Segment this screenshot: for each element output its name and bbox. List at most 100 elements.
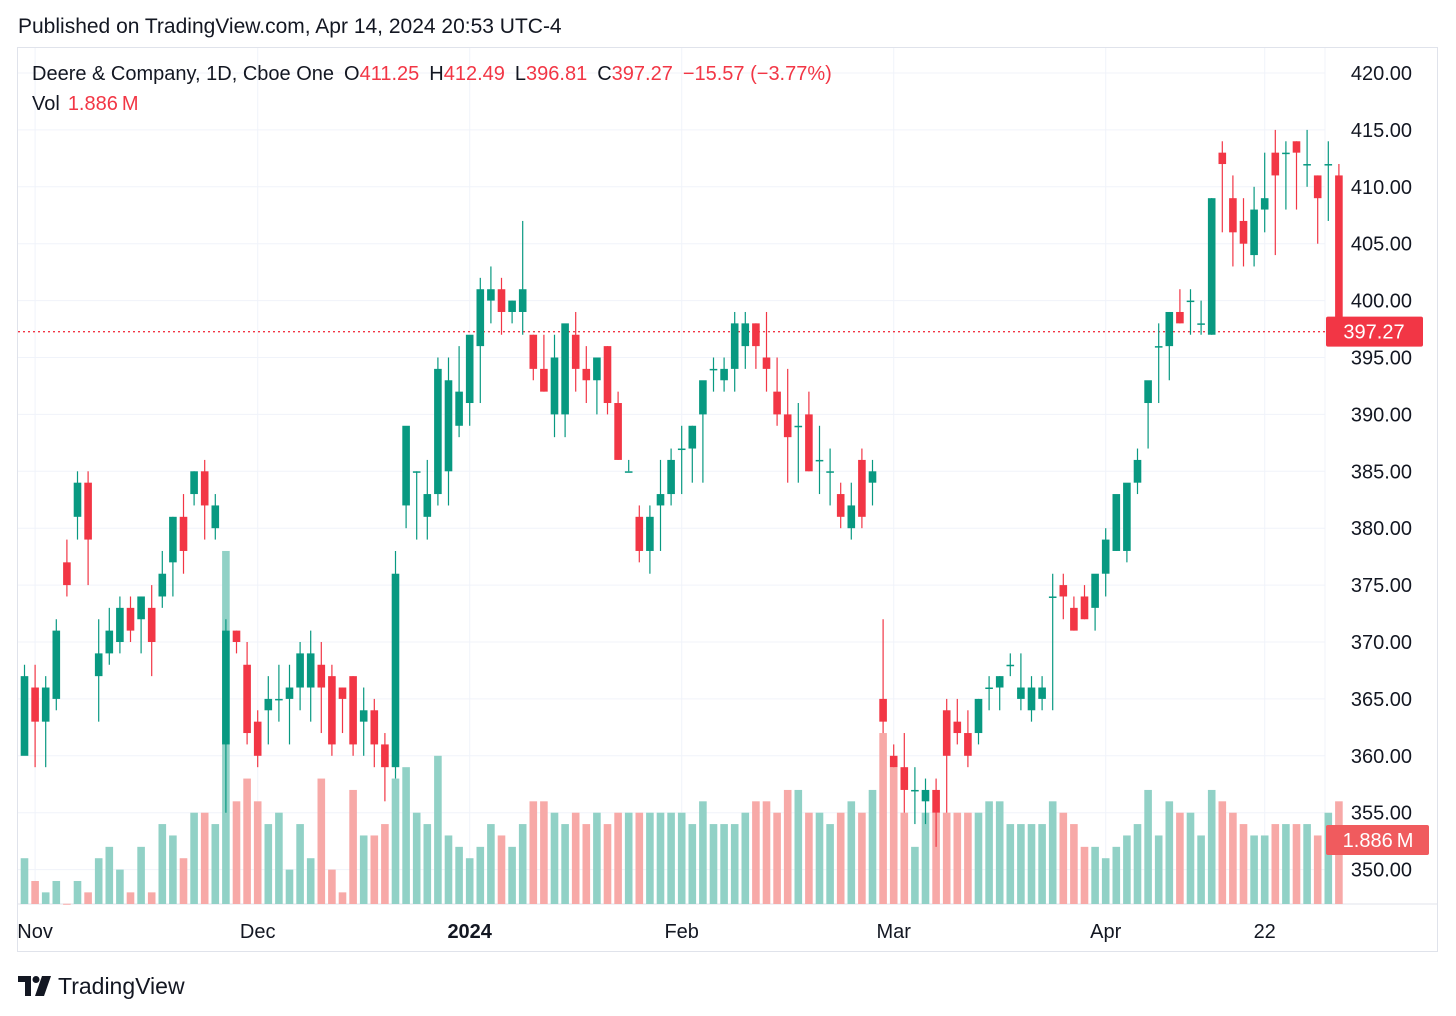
candle-body — [783, 414, 792, 438]
volume-bar — [752, 801, 760, 904]
volume-bar — [953, 812, 962, 904]
candle-body — [465, 334, 474, 404]
volume-bar — [921, 812, 930, 904]
last-price-badge — [1326, 316, 1423, 347]
volume-bar — [614, 812, 622, 904]
y-tick-label: 390.00 — [1351, 404, 1412, 426]
candle-body — [889, 755, 898, 768]
volume-bar — [1313, 835, 1322, 904]
volume-bar — [465, 858, 474, 904]
volume-bar — [1165, 801, 1174, 904]
candle-body — [593, 357, 601, 381]
candle-body — [1239, 220, 1248, 244]
candles — [20, 129, 1343, 847]
volume-bar — [561, 824, 569, 904]
candle-body — [1229, 198, 1237, 233]
volume-bar — [497, 835, 506, 904]
chart-frame[interactable] — [17, 47, 1438, 952]
symbol-title: Deere & Company, 1D, Cboe One — [32, 63, 335, 85]
open-label: O — [344, 63, 360, 85]
candle-body — [741, 323, 750, 347]
volume-bar — [635, 812, 644, 904]
candle-body — [1218, 152, 1227, 165]
volume-bar — [1038, 824, 1046, 904]
candle-body — [1006, 664, 1015, 667]
candle-body — [582, 368, 591, 381]
volume-bar — [1271, 824, 1280, 904]
volume-bar — [455, 846, 463, 904]
candle-body — [1271, 152, 1280, 176]
volume-bar — [995, 801, 1004, 904]
candle-body — [211, 505, 220, 529]
candle-body — [31, 687, 39, 722]
volume-bar — [1218, 801, 1227, 904]
candle-body — [699, 380, 707, 415]
candle-body — [985, 687, 993, 690]
volume-bar — [52, 880, 61, 904]
candle-body — [497, 289, 506, 312]
candle-body — [296, 653, 304, 688]
volume-bar — [529, 801, 538, 904]
candle-body — [995, 676, 1004, 688]
volume-bar — [805, 812, 813, 904]
candle-body — [1070, 607, 1078, 631]
publish-note: Published on TradingView.com, Apr 14, 20… — [18, 15, 562, 38]
candle-body — [232, 630, 241, 642]
candle-body — [561, 323, 569, 415]
volume-bar — [370, 835, 379, 904]
volume-bar — [783, 789, 792, 904]
volume-bar — [73, 880, 82, 904]
volume-bar — [285, 869, 294, 904]
candle-body — [1282, 152, 1290, 155]
candle-body — [264, 698, 273, 711]
volume-bar — [434, 755, 442, 904]
candle-body — [688, 425, 697, 449]
candle-body — [147, 607, 156, 642]
volume-bar — [391, 778, 400, 904]
candle-body — [487, 289, 495, 301]
volume-bar — [338, 892, 347, 904]
volume-bar — [1154, 835, 1163, 904]
candle-body — [624, 471, 633, 473]
last-price-label: 397.27 — [1343, 322, 1404, 344]
candle-body — [805, 414, 813, 472]
volume-bar — [889, 767, 898, 904]
candle-body — [635, 516, 644, 551]
price-axis: 420.00 415.00 410.00 405.00 400.00 395.00 390.… — [1351, 63, 1412, 882]
volume-bar — [1176, 812, 1184, 904]
ohlc-legend: Deere & Company, 1D, Cboe One O411.25 H412… — [32, 63, 832, 86]
candle-body — [126, 607, 135, 631]
candle-body — [158, 573, 167, 597]
candle-body — [709, 368, 718, 371]
candle-body — [1197, 323, 1205, 325]
tradingview-logo[interactable]: TradingView — [18, 972, 185, 1000]
candle-body — [656, 494, 665, 506]
volume-bar — [1006, 824, 1015, 904]
candle-body — [1080, 596, 1089, 620]
volume-bar — [349, 789, 357, 904]
volume-bar — [1282, 824, 1290, 904]
volume-bar — [317, 778, 326, 904]
y-tick-label: 385.00 — [1351, 461, 1412, 483]
volume-bar — [699, 801, 707, 904]
volume-bar — [1017, 824, 1025, 904]
candle-body — [614, 403, 622, 460]
volume-bar — [1303, 824, 1311, 904]
volume-bar — [974, 812, 983, 904]
candle-body — [1250, 209, 1258, 256]
time-axis: Nov Dec 2024 Feb Mar Apr 22 — [17, 921, 1276, 943]
candle-body — [434, 368, 442, 495]
volume-bar — [540, 801, 548, 904]
close-value: 397.27 — [611, 63, 673, 85]
volume-bar — [137, 846, 145, 904]
candle-body — [667, 459, 675, 495]
candle-body — [868, 471, 877, 483]
candle-body — [1112, 494, 1121, 551]
low-label: L — [514, 63, 527, 85]
y-tick-label: 360.00 — [1351, 746, 1412, 768]
x-tick-label: 22 — [1254, 921, 1276, 943]
x-tick-label: Mar — [876, 921, 911, 943]
candle-body — [677, 448, 686, 451]
volume-bar — [84, 892, 92, 904]
